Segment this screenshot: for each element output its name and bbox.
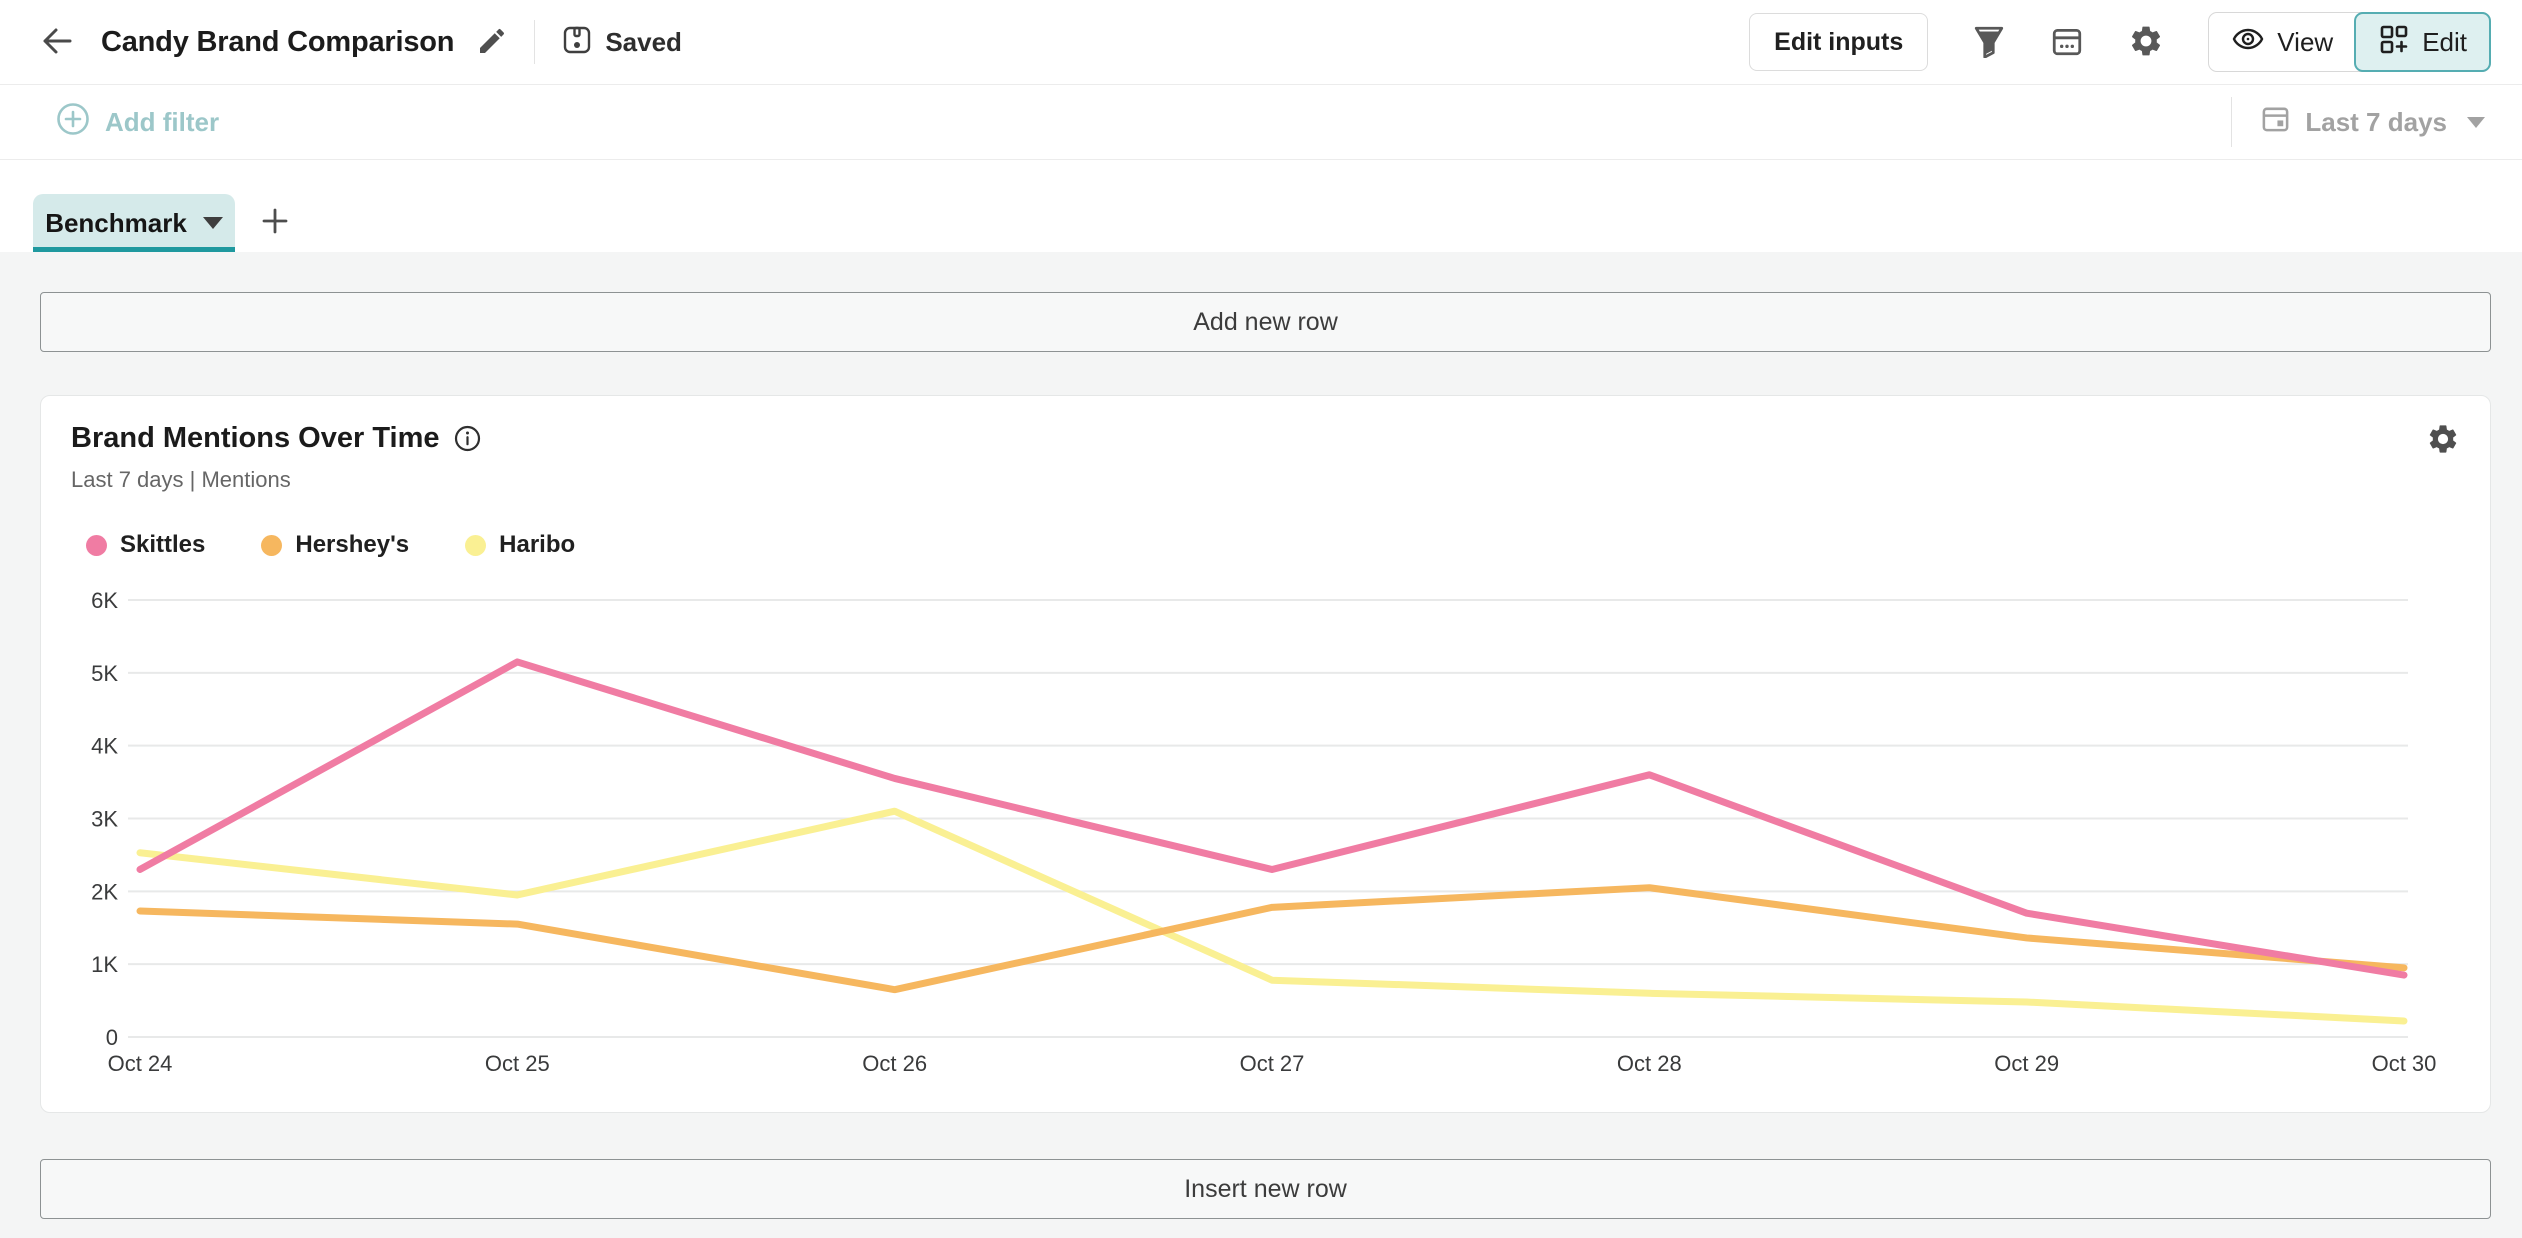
y-axis-tick-label: 1K <box>91 952 118 977</box>
header-actions: Edit inputs View <box>1749 12 2491 72</box>
add-new-row-button[interactable]: Add new row <box>40 292 2491 352</box>
save-status-label: Saved <box>605 26 682 57</box>
filter-button[interactable] <box>1972 24 2006 61</box>
back-arrow-icon <box>35 21 75 64</box>
chart-area: 0 1K 2K 3K 4K 5K 6K Oct 24 Oct 25 Oct 26 Oct 27 Oct… <box>71 567 2460 1084</box>
chevron-down-icon <box>2467 116 2485 128</box>
add-tab-button[interactable] <box>259 205 291 240</box>
y-axis-tick-label: 2K <box>91 879 118 904</box>
y-axis-tick-label: 0 <box>106 1025 118 1050</box>
eye-icon <box>2231 22 2265 63</box>
add-filter-label: Add filter <box>105 106 220 137</box>
x-axis-tick-label: Oct 25 <box>485 1051 550 1076</box>
series-line-hershey-s <box>136 884 2408 994</box>
line-chart: 0 1K 2K 3K 4K 5K 6K Oct 24 Oct 25 Oct 26 Oct 27 Oct… <box>91 588 2437 1076</box>
y-axis-tick-label: 4K <box>91 734 118 759</box>
view-edit-toggle: View Edit <box>2208 12 2491 72</box>
tab-chevron-down-icon <box>202 217 223 229</box>
legend-label: Haribo <box>499 531 576 558</box>
tab-bar: Benchmark <box>0 160 2522 252</box>
legend-color-dot <box>465 534 487 556</box>
gear-icon <box>2128 23 2164 62</box>
series-line-haribo <box>136 807 2408 1025</box>
y-axis-tick-label: 6K <box>91 588 118 613</box>
x-axis-tick-label: Oct 28 <box>1617 1051 1682 1076</box>
chart-settings-button[interactable] <box>2426 422 2460 459</box>
legend-item-haribo[interactable]: Haribo <box>465 531 575 559</box>
legend-label: Hershey's <box>295 531 410 558</box>
edit-mode-label: Edit <box>2422 26 2467 57</box>
edit-inputs-button[interactable]: Edit inputs <box>1749 13 1929 71</box>
series-line-skittles <box>136 658 2408 979</box>
page-title: Candy Brand Comparison <box>101 25 455 58</box>
legend-color-dot <box>86 534 107 556</box>
info-icon <box>454 425 481 455</box>
x-axis-tick-label: Oct 26 <box>862 1051 927 1076</box>
date-range-label: Last 7 days <box>2305 106 2447 137</box>
chart-card-header: Brand Mentions Over Time <box>71 422 2460 459</box>
legend-item-skittles[interactable]: Skittles <box>86 531 205 559</box>
rename-button[interactable] <box>476 25 508 60</box>
date-range-area: Last 7 days <box>2231 97 2485 147</box>
header-divider <box>534 20 536 64</box>
legend-label: Skittles <box>120 531 206 558</box>
insert-new-row-button[interactable]: Insert new row <box>40 1159 2491 1219</box>
filter-bar: Add filter Last 7 days <box>0 85 2522 160</box>
legend-color-dot <box>261 534 283 556</box>
dashboard-content: Add new row Brand Mentions Over Time Las… <box>0 252 2522 1219</box>
chart-legend: Skittles Hershey's Haribo <box>86 531 2460 559</box>
tab-benchmark[interactable]: Benchmark <box>33 194 235 252</box>
calendar-range-icon <box>2260 103 2291 141</box>
chart-gear-icon <box>2426 422 2460 459</box>
back-button[interactable] <box>35 21 75 64</box>
y-axis-tick-label: 5K <box>91 661 118 686</box>
settings-button[interactable] <box>2128 23 2164 62</box>
x-axis-tick-label: Oct 27 <box>1240 1051 1305 1076</box>
legend-item-hershey-s[interactable]: Hershey's <box>261 531 409 559</box>
filter-divider <box>2231 97 2233 147</box>
top-header: Candy Brand Comparison Saved Edit inputs <box>0 0 2522 85</box>
view-mode-label: View <box>2277 26 2334 57</box>
view-mode-button[interactable]: View <box>2209 13 2355 71</box>
pencil-icon <box>476 25 508 60</box>
save-icon <box>561 24 593 61</box>
chart-subtitle: Last 7 days | Mentions <box>71 467 291 492</box>
tab-label: Benchmark <box>45 207 187 238</box>
x-axis-tick-label: Oct 24 <box>108 1051 173 1076</box>
circled-plus-icon <box>55 101 91 144</box>
add-filter-button[interactable]: Add filter <box>55 101 219 144</box>
chart-card: Brand Mentions Over Time Last 7 days | M… <box>40 395 2491 1113</box>
x-axis-tick-label: Oct 29 <box>1994 1051 2059 1076</box>
y-axis-tick-label: 3K <box>91 807 118 832</box>
chart-info-button[interactable] <box>454 425 481 455</box>
schedule-button[interactable] <box>2050 24 2084 61</box>
edit-mode-button[interactable]: Edit <box>2354 12 2491 72</box>
calendar-icon <box>2050 24 2084 61</box>
active-tab-underline <box>33 247 235 252</box>
grid-plus-icon <box>2378 23 2410 62</box>
plus-icon <box>259 205 291 240</box>
funnel-icon <box>1972 24 2006 61</box>
date-range-button[interactable]: Last 7 days <box>2260 103 2485 141</box>
save-status: Saved <box>561 24 682 61</box>
chart-title: Brand Mentions Over Time <box>71 422 440 454</box>
x-axis-tick-label: Oct 30 <box>2372 1051 2437 1076</box>
